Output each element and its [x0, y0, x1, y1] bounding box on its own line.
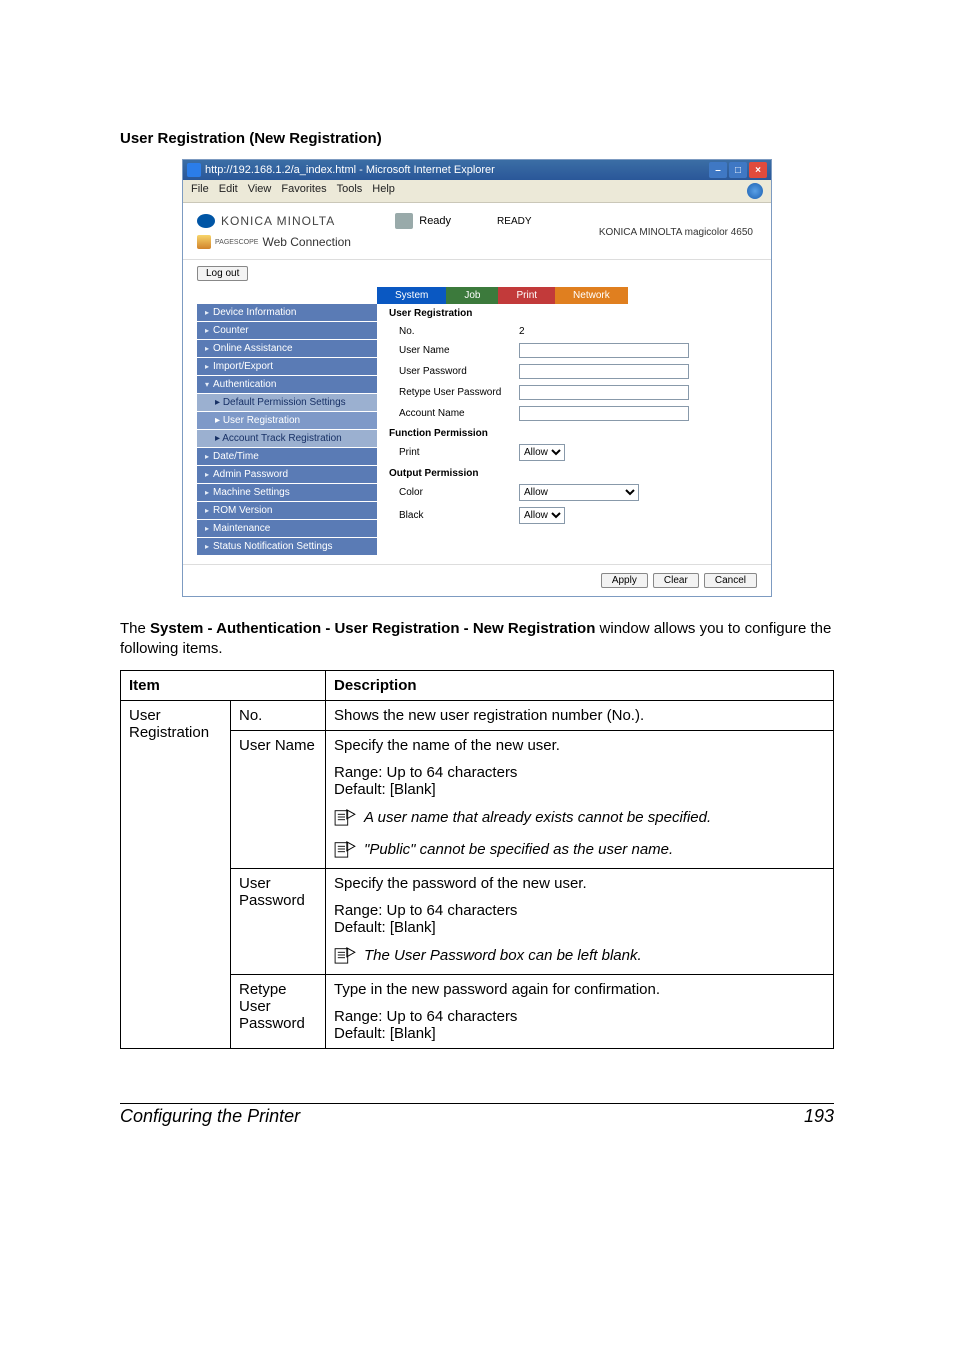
- note-icon: [334, 840, 356, 862]
- pagescope-icon: [197, 235, 211, 249]
- color-select[interactable]: Allow: [519, 484, 639, 501]
- retypepw-input[interactable]: [519, 385, 689, 400]
- footer-page: 193: [804, 1106, 834, 1127]
- retypepw-label: Retype User Password: [389, 387, 519, 398]
- sidebar-item-datetime[interactable]: Date/Time: [197, 448, 377, 466]
- username-label: User Name: [389, 345, 519, 356]
- black-label: Black: [389, 510, 519, 521]
- black-select[interactable]: Allow: [519, 507, 565, 524]
- tab-print[interactable]: Print: [498, 287, 555, 304]
- sidebar-item-machine[interactable]: Machine Settings: [197, 484, 377, 502]
- status-ready: Ready: [419, 215, 451, 227]
- print-label: Print: [389, 447, 519, 458]
- cancel-button[interactable]: Cancel: [704, 573, 757, 588]
- sidebar-sub-account[interactable]: ▸ Account Track Registration: [197, 430, 377, 448]
- username-input[interactable]: [519, 343, 689, 358]
- menu-tools[interactable]: Tools: [337, 183, 363, 199]
- note2: "Public" cannot be specified as the user…: [364, 840, 825, 862]
- intro-paragraph: The System - Authentication - User Regis…: [120, 619, 834, 660]
- form-panel: User Registration No. 2 User Name User P…: [389, 304, 757, 556]
- title-bar: http://192.168.1.2/a_index.html - Micros…: [183, 160, 771, 180]
- no-label: No.: [389, 326, 519, 337]
- header-row: KONICA MINOLTA Ready READY KONICA MINOLT…: [183, 203, 771, 233]
- brand-text: KONICA MINOLTA: [221, 214, 335, 228]
- sidebar-item-rom[interactable]: ROM Version: [197, 502, 377, 520]
- menu-edit[interactable]: Edit: [219, 183, 238, 199]
- logout-button[interactable]: Log out: [197, 266, 248, 281]
- userpw-label: User Password: [389, 366, 519, 377]
- sidebar-item-device[interactable]: Device Information: [197, 304, 377, 322]
- sidebar-item-import[interactable]: Import/Export: [197, 358, 377, 376]
- cell-username-desc: Specify the name of the new user. Range:…: [326, 730, 834, 868]
- page: User Registration (New Registration) htt…: [0, 0, 954, 1167]
- window-buttons: – □ ×: [709, 162, 767, 178]
- sidebar-item-adminpw[interactable]: Admin Password: [197, 466, 377, 484]
- note-icon: [334, 946, 356, 968]
- menu-bar: File Edit View Favorites Tools Help: [183, 180, 771, 203]
- model-label: KONICA MINOLTA magicolor 4650: [599, 227, 753, 238]
- browser-window: http://192.168.1.2/a_index.html - Micros…: [182, 159, 772, 597]
- clear-button[interactable]: Clear: [653, 573, 699, 588]
- print-select[interactable]: Allow: [519, 444, 565, 461]
- window-title: http://192.168.1.2/a_index.html - Micros…: [205, 164, 495, 176]
- close-button[interactable]: ×: [749, 162, 767, 178]
- ie-icon: [187, 163, 201, 177]
- sidebar-item-online[interactable]: Online Assistance: [197, 340, 377, 358]
- printer-icon: [395, 213, 413, 229]
- tabs-row: System Job Print Network: [183, 287, 771, 304]
- account-label: Account Name: [389, 408, 519, 419]
- note3: The User Password box can be left blank.: [364, 946, 825, 968]
- cell-retypepw: Retype User Password: [231, 974, 326, 1048]
- content-area: Device Information Counter Online Assist…: [183, 304, 771, 564]
- cell-userpw: User Password: [231, 868, 326, 974]
- tab-system[interactable]: System: [377, 287, 446, 304]
- cell-userreg: User Registration: [121, 700, 231, 1048]
- cell-no-desc: Shows the new user registration number (…: [326, 700, 834, 730]
- footer-left: Configuring the Printer: [120, 1106, 300, 1127]
- note-icon: [334, 808, 356, 830]
- logout-row: Log out: [183, 259, 771, 287]
- apply-button[interactable]: Apply: [601, 573, 648, 588]
- sidebar-item-maint[interactable]: Maintenance: [197, 520, 377, 538]
- func-perm-head: Function Permission: [389, 428, 757, 439]
- color-label: Color: [389, 487, 519, 498]
- sidebar-sub-default[interactable]: ▸ Default Permission Settings: [197, 394, 377, 412]
- menu-view[interactable]: View: [248, 183, 272, 199]
- note1: A user name that already exists cannot b…: [364, 808, 825, 830]
- sidebar-item-status[interactable]: Status Notification Settings: [197, 538, 377, 556]
- sidebar-item-auth[interactable]: Authentication: [197, 376, 377, 394]
- sidebar-sub-userreg[interactable]: ▸ User Registration: [197, 412, 377, 430]
- minimize-button[interactable]: –: [709, 162, 727, 178]
- page-footer: Configuring the Printer 193: [120, 1103, 834, 1127]
- section-heading: User Registration (New Registration): [120, 130, 834, 147]
- km-logo-icon: [197, 214, 215, 228]
- no-value: 2: [519, 326, 525, 337]
- userpw-input[interactable]: [519, 364, 689, 379]
- pagescope-text: PAGESCOPE: [215, 239, 258, 246]
- output-perm-head: Output Permission: [389, 468, 757, 479]
- ie-logo-icon: [747, 183, 763, 199]
- cell-retypepw-desc: Type in the new password again for confi…: [326, 974, 834, 1048]
- menu-file[interactable]: File: [191, 183, 209, 199]
- status-caps: READY: [497, 216, 531, 227]
- cell-no: No.: [231, 700, 326, 730]
- panel-title: User Registration: [389, 308, 757, 319]
- cell-username: User Name: [231, 730, 326, 868]
- tab-network[interactable]: Network: [555, 287, 628, 304]
- tab-job[interactable]: Job: [446, 287, 498, 304]
- th-desc: Description: [326, 670, 834, 700]
- th-item: Item: [121, 670, 326, 700]
- sidebar-item-counter[interactable]: Counter: [197, 322, 377, 340]
- menu-help[interactable]: Help: [372, 183, 395, 199]
- maximize-button[interactable]: □: [729, 162, 747, 178]
- button-row: Apply Clear Cancel: [183, 564, 771, 596]
- cell-userpw-desc: Specify the password of the new user. Ra…: [326, 868, 834, 974]
- menu-favorites[interactable]: Favorites: [281, 183, 326, 199]
- sidebar: Device Information Counter Online Assist…: [197, 304, 377, 556]
- description-table: Item Description User Registration No. S…: [120, 670, 834, 1049]
- webconnection-text: Web Connection: [262, 235, 351, 249]
- account-input[interactable]: [519, 406, 689, 421]
